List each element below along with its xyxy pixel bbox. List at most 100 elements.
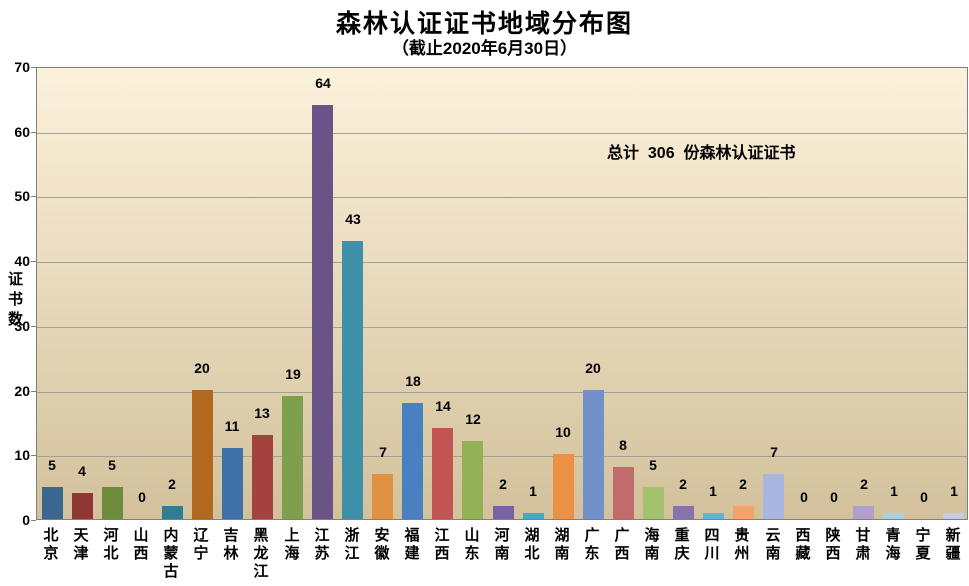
value-label-重庆: 2: [679, 476, 687, 492]
y-tick-label-60: 60: [14, 124, 30, 140]
bar-云南: [763, 474, 784, 519]
plot-area: 5 4 5 0 2 20 11 13 19 64 43 7 18 14 12 2 1 10 20 8 5 2 1 2 7 0 0 2 1…: [36, 67, 968, 520]
value-label-陕西: 0: [830, 489, 838, 505]
value-label-山东: 12: [465, 411, 481, 427]
y-axis-tick: [31, 261, 36, 262]
y-tick-label-20: 20: [14, 383, 30, 399]
x-tick-label-广东: 广东: [584, 527, 600, 562]
x-tick-label-江西: 江西: [434, 527, 450, 562]
bar-吉林: [222, 448, 243, 519]
x-tick-label-黑龙江: 黑龙江: [253, 527, 269, 580]
bar-贵州: [733, 506, 754, 519]
value-label-海南: 5: [649, 457, 657, 473]
bar-重庆: [673, 506, 694, 519]
value-label-北京: 5: [48, 457, 56, 473]
x-tick-label-甘肃: 甘肃: [855, 527, 871, 562]
value-label-湖南: 10: [555, 424, 571, 440]
x-tick-label-贵州: 贵州: [734, 527, 750, 562]
value-label-江苏: 64: [315, 75, 331, 91]
bar-新疆: [943, 513, 964, 519]
total-annotation: 总计 306 份森林认证证书: [607, 145, 796, 162]
value-label-广西: 8: [619, 437, 627, 453]
value-label-福建: 18: [405, 373, 421, 389]
x-tick-label-新疆: 新疆: [945, 527, 961, 562]
x-tick-label-广西: 广西: [614, 527, 630, 562]
value-label-河北: 5: [108, 457, 116, 473]
bar-广西: [613, 467, 634, 519]
y-tick-label-70: 70: [14, 59, 30, 75]
x-tick-label-重庆: 重庆: [674, 527, 690, 562]
gridline-40: [37, 262, 967, 263]
y-tick-label-10: 10: [14, 447, 30, 463]
y-tick-label-30: 30: [14, 318, 30, 334]
chart-title: 森林认证证书地域分布图: [335, 10, 633, 38]
x-tick-label-山东: 山东: [464, 527, 480, 562]
bar-海南: [643, 487, 664, 519]
value-label-吉林: 11: [224, 418, 240, 434]
value-label-甘肃: 2: [860, 476, 868, 492]
y-axis-tick: [31, 132, 36, 133]
bar-天津: [72, 493, 93, 519]
value-label-黑龙江: 13: [254, 405, 270, 421]
y-tick-label-50: 50: [14, 188, 30, 204]
x-tick-label-安徽: 安徽: [374, 527, 390, 562]
x-tick-label-天津: 天津: [73, 527, 89, 562]
y-axis-tick: [31, 455, 36, 456]
bar-河北: [102, 487, 123, 519]
bar-山东: [462, 441, 483, 519]
y-axis-tick: [31, 67, 36, 68]
value-label-贵州: 2: [739, 476, 747, 492]
x-tick-label-湖南: 湖南: [554, 527, 570, 562]
x-tick-label-吉林: 吉林: [223, 527, 239, 562]
y-tick-label-40: 40: [14, 253, 30, 269]
bar-内蒙古: [162, 506, 183, 519]
value-label-安徽: 7: [379, 444, 387, 460]
value-label-四川: 1: [709, 483, 717, 499]
y-axis-title: 证书数: [7, 271, 23, 328]
y-axis-tick: [31, 326, 36, 327]
bar-黑龙江: [252, 435, 273, 519]
value-label-广东: 20: [585, 360, 601, 376]
x-tick-label-北京: 北京: [43, 527, 59, 562]
x-tick-label-山西: 山西: [133, 527, 149, 562]
bar-江西: [432, 428, 453, 519]
chart-subtitle: （截止2020年6月30日）: [391, 39, 578, 58]
bar-广东: [583, 390, 604, 519]
bar-湖北: [523, 513, 544, 519]
x-tick-label-浙江: 浙江: [344, 527, 360, 562]
bar-辽宁: [192, 390, 213, 519]
value-label-内蒙古: 2: [168, 476, 176, 492]
gridline-20: [37, 392, 967, 393]
bar-江苏: [312, 105, 333, 519]
y-axis-tick: [31, 196, 36, 197]
bar-浙江: [342, 241, 363, 519]
x-tick-label-宁夏: 宁夏: [915, 527, 931, 562]
x-tick-label-海南: 海南: [644, 527, 660, 562]
y-axis-tick: [31, 520, 36, 521]
x-tick-label-青海: 青海: [885, 527, 901, 562]
bar-安徽: [372, 474, 393, 519]
value-label-青海: 1: [890, 483, 898, 499]
bar-上海: [282, 396, 303, 519]
bar-甘肃: [853, 506, 874, 519]
value-label-山西: 0: [138, 489, 146, 505]
value-label-江西: 14: [435, 398, 451, 414]
x-tick-label-江苏: 江苏: [314, 527, 330, 562]
x-tick-label-西藏: 西藏: [795, 527, 811, 562]
x-tick-label-福建: 福建: [404, 527, 420, 562]
x-tick-label-辽宁: 辽宁: [193, 527, 209, 562]
gridline-50: [37, 197, 967, 198]
value-label-河南: 2: [499, 476, 507, 492]
y-tick-label-0: 0: [22, 512, 30, 528]
bar-福建: [402, 403, 423, 519]
x-tick-label-陕西: 陕西: [825, 527, 841, 562]
value-label-新疆: 1: [950, 483, 958, 499]
x-tick-label-河南: 河南: [494, 527, 510, 562]
x-tick-label-四川: 四川: [704, 527, 720, 562]
value-label-云南: 7: [770, 444, 778, 460]
bar-北京: [42, 487, 63, 519]
value-label-上海: 19: [285, 366, 301, 382]
bar-湖南: [553, 454, 574, 519]
x-tick-label-云南: 云南: [765, 527, 781, 562]
